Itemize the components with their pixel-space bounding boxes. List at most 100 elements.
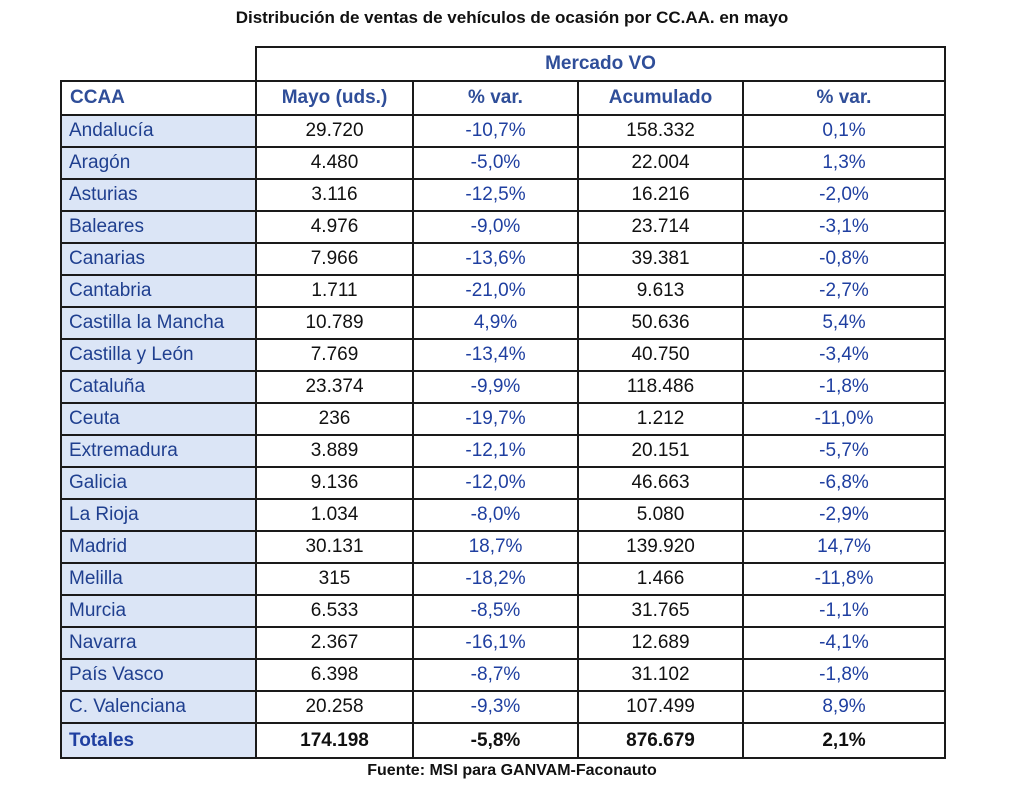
column-header-ccaa: CCAA [60, 80, 257, 116]
var-mayo-cell: -13,6% [412, 242, 579, 276]
table-row: Cantabria 1.711 -21,0% 9.613 -2,7% [60, 274, 946, 308]
region-name-cell: Cantabria [60, 274, 257, 308]
region-name-cell: Canarias [60, 242, 257, 276]
region-name-cell: Madrid [60, 530, 257, 564]
column-header-row: CCAA Mayo (uds.) % var. Acumulado % var. [60, 80, 946, 116]
region-name-cell: Extremadura [60, 434, 257, 468]
var-mayo-cell: -5,0% [412, 146, 579, 180]
mayo-units-cell: 4.976 [255, 210, 414, 244]
mayo-units-cell: 315 [255, 562, 414, 596]
table-row: Baleares 4.976 -9,0% 23.714 -3,1% [60, 210, 946, 244]
var-acumulado-cell: -3,4% [742, 338, 946, 372]
acumulado-cell: 22.004 [577, 146, 744, 180]
table-body: Andalucía 29.720 -10,7% 158.332 0,1% Aragón 4.… [60, 114, 946, 724]
region-name-cell: Melilla [60, 562, 257, 596]
var-acumulado-cell: -4,1% [742, 626, 946, 660]
mayo-units-cell: 6.533 [255, 594, 414, 628]
table-row: La Rioja 1.034 -8,0% 5.080 -2,9% [60, 498, 946, 532]
table-row: Cataluña 23.374 -9,9% 118.486 -1,8% [60, 370, 946, 404]
mayo-units-cell: 29.720 [255, 114, 414, 148]
var-mayo-cell: -13,4% [412, 338, 579, 372]
table-row: Asturias 3.116 -12,5% 16.216 -2,0% [60, 178, 946, 212]
acumulado-cell: 139.920 [577, 530, 744, 564]
blank-corner-cell [61, 47, 257, 82]
mayo-units-cell: 3.889 [255, 434, 414, 468]
acumulado-cell: 12.689 [577, 626, 744, 660]
totals-row: Totales 174.198 -5,8% 876.679 2,1% [60, 722, 946, 759]
var-acumulado-cell: -11,8% [742, 562, 946, 596]
acumulado-cell: 16.216 [577, 178, 744, 212]
totals-mayo: 174.198 [255, 722, 414, 759]
region-name-cell: Murcia [60, 594, 257, 628]
var-acumulado-cell: -2,7% [742, 274, 946, 308]
var-mayo-cell: -9,3% [412, 690, 579, 724]
page-title: Distribución de ventas de vehículos de o… [235, 8, 789, 27]
var-mayo-cell: 18,7% [412, 530, 579, 564]
mayo-units-cell: 9.136 [255, 466, 414, 500]
region-name-cell: Ceuta [60, 402, 257, 436]
var-acumulado-cell: -2,0% [742, 178, 946, 212]
var-acumulado-cell: -5,7% [742, 434, 946, 468]
region-name-cell: Castilla la Mancha [60, 306, 257, 340]
sales-table: Mercado VO CCAA Mayo (uds.) % var. Acumu… [60, 46, 946, 759]
acumulado-cell: 158.332 [577, 114, 744, 148]
acumulado-cell: 50.636 [577, 306, 744, 340]
var-acumulado-cell: 0,1% [742, 114, 946, 148]
mayo-units-cell: 23.374 [255, 370, 414, 404]
region-name-cell: Castilla y León [60, 338, 257, 372]
var-acumulado-cell: -1,8% [742, 658, 946, 692]
table-row: Madrid 30.131 18,7% 139.920 14,7% [60, 530, 946, 564]
var-mayo-cell: -12,5% [412, 178, 579, 212]
table-row: C. Valenciana 20.258 -9,3% 107.499 8,9% [60, 690, 946, 724]
table-row: Galicia 9.136 -12,0% 46.663 -6,8% [60, 466, 946, 500]
acumulado-cell: 31.765 [577, 594, 744, 628]
acumulado-cell: 107.499 [577, 690, 744, 724]
table-row: País Vasco 6.398 -8,7% 31.102 -1,8% [60, 658, 946, 692]
acumulado-cell: 118.486 [577, 370, 744, 404]
var-acumulado-cell: 1,3% [742, 146, 946, 180]
acumulado-cell: 9.613 [577, 274, 744, 308]
var-acumulado-cell: -2,9% [742, 498, 946, 532]
mayo-units-cell: 1.034 [255, 498, 414, 532]
mayo-units-cell: 7.769 [255, 338, 414, 372]
var-mayo-cell: -19,7% [412, 402, 579, 436]
column-header-var-acumulado: % var. [742, 80, 946, 116]
column-header-mayo: Mayo (uds.) [255, 80, 414, 116]
acumulado-cell: 31.102 [577, 658, 744, 692]
acumulado-cell: 1.466 [577, 562, 744, 596]
table-row: Aragón 4.480 -5,0% 22.004 1,3% [60, 146, 946, 180]
totals-label: Totales [60, 722, 257, 759]
region-name-cell: Aragón [60, 146, 257, 180]
var-mayo-cell: 4,9% [412, 306, 579, 340]
var-mayo-cell: -10,7% [412, 114, 579, 148]
totals-acumulado: 876.679 [577, 722, 744, 759]
region-name-cell: La Rioja [60, 498, 257, 532]
table-row: Melilla 315 -18,2% 1.466 -11,8% [60, 562, 946, 596]
mayo-units-cell: 4.480 [255, 146, 414, 180]
region-name-cell: Galicia [60, 466, 257, 500]
region-name-cell: Andalucía [60, 114, 257, 148]
mayo-units-cell: 2.367 [255, 626, 414, 660]
acumulado-cell: 1.212 [577, 402, 744, 436]
var-acumulado-cell: 5,4% [742, 306, 946, 340]
var-mayo-cell: -12,1% [412, 434, 579, 468]
group-header-mercado-vo: Mercado VO [255, 46, 946, 82]
mayo-units-cell: 20.258 [255, 690, 414, 724]
mayo-units-cell: 6.398 [255, 658, 414, 692]
region-name-cell: Navarra [60, 626, 257, 660]
var-mayo-cell: -8,0% [412, 498, 579, 532]
totals-var-mayo: -5,8% [412, 722, 579, 759]
table-row: Murcia 6.533 -8,5% 31.765 -1,1% [60, 594, 946, 628]
table-row: Castilla y León 7.769 -13,4% 40.750 -3,4% [60, 338, 946, 372]
var-acumulado-cell: 8,9% [742, 690, 946, 724]
region-name-cell: Cataluña [60, 370, 257, 404]
column-header-acumulado: Acumulado [577, 80, 744, 116]
var-mayo-cell: -9,9% [412, 370, 579, 404]
group-header-row: Mercado VO [61, 46, 946, 82]
table-row: Ceuta 236 -19,7% 1.212 -11,0% [60, 402, 946, 436]
mayo-units-cell: 3.116 [255, 178, 414, 212]
mayo-units-cell: 1.711 [255, 274, 414, 308]
acumulado-cell: 46.663 [577, 466, 744, 500]
table-row: Extremadura 3.889 -12,1% 20.151 -5,7% [60, 434, 946, 468]
var-acumulado-cell: 14,7% [742, 530, 946, 564]
